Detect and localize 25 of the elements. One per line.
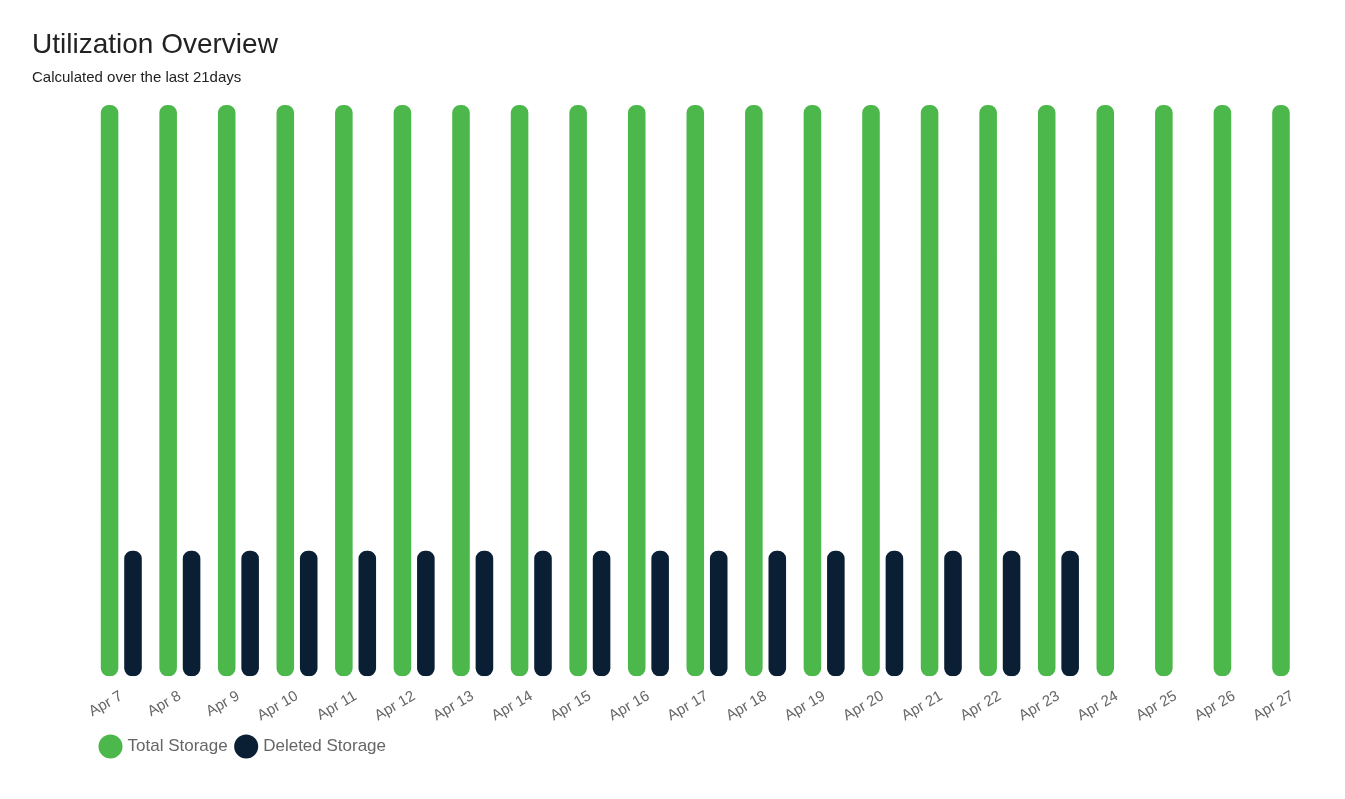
- x-tick-label: Apr 15: [546, 686, 594, 724]
- x-tick-label: Apr 17: [663, 686, 711, 724]
- x-tick-label: Apr 27: [1249, 686, 1297, 724]
- x-tick-label: Apr 13: [429, 686, 477, 724]
- x-tick-label: Apr 8: [143, 686, 184, 720]
- x-tick-label: Apr 19: [780, 686, 828, 724]
- x-tick-label: Apr 14: [488, 686, 535, 724]
- x-tick-label: Apr 22: [956, 686, 1004, 724]
- x-tick-label: Apr 16: [605, 686, 652, 724]
- x-tick-label: Apr 24: [1073, 686, 1121, 724]
- legend-label: Total Storage: [127, 736, 228, 756]
- x-tick-label: Apr 25: [1132, 686, 1180, 724]
- x-tick-label: Apr 11: [313, 686, 360, 723]
- legend-label: Deleted Storage: [263, 736, 387, 756]
- x-tick-label: Apr 20: [839, 686, 887, 724]
- x-tick-label: Apr 21: [898, 686, 945, 724]
- x-tick-label: Apr 10: [253, 686, 301, 724]
- chart-subtitle: Calculated over the last 21days: [32, 68, 243, 85]
- chart-title: Utilization Overview: [32, 28, 279, 60]
- x-tick-label: Apr 7: [85, 686, 125, 720]
- x-tick-label: Apr 18: [722, 686, 770, 724]
- x-tick-label: Apr 12: [370, 686, 418, 724]
- x-tick-label: Apr 26: [1190, 686, 1238, 724]
- x-tick-label: Apr 23: [1015, 686, 1062, 724]
- x-tick-label: Apr 9: [202, 686, 242, 720]
